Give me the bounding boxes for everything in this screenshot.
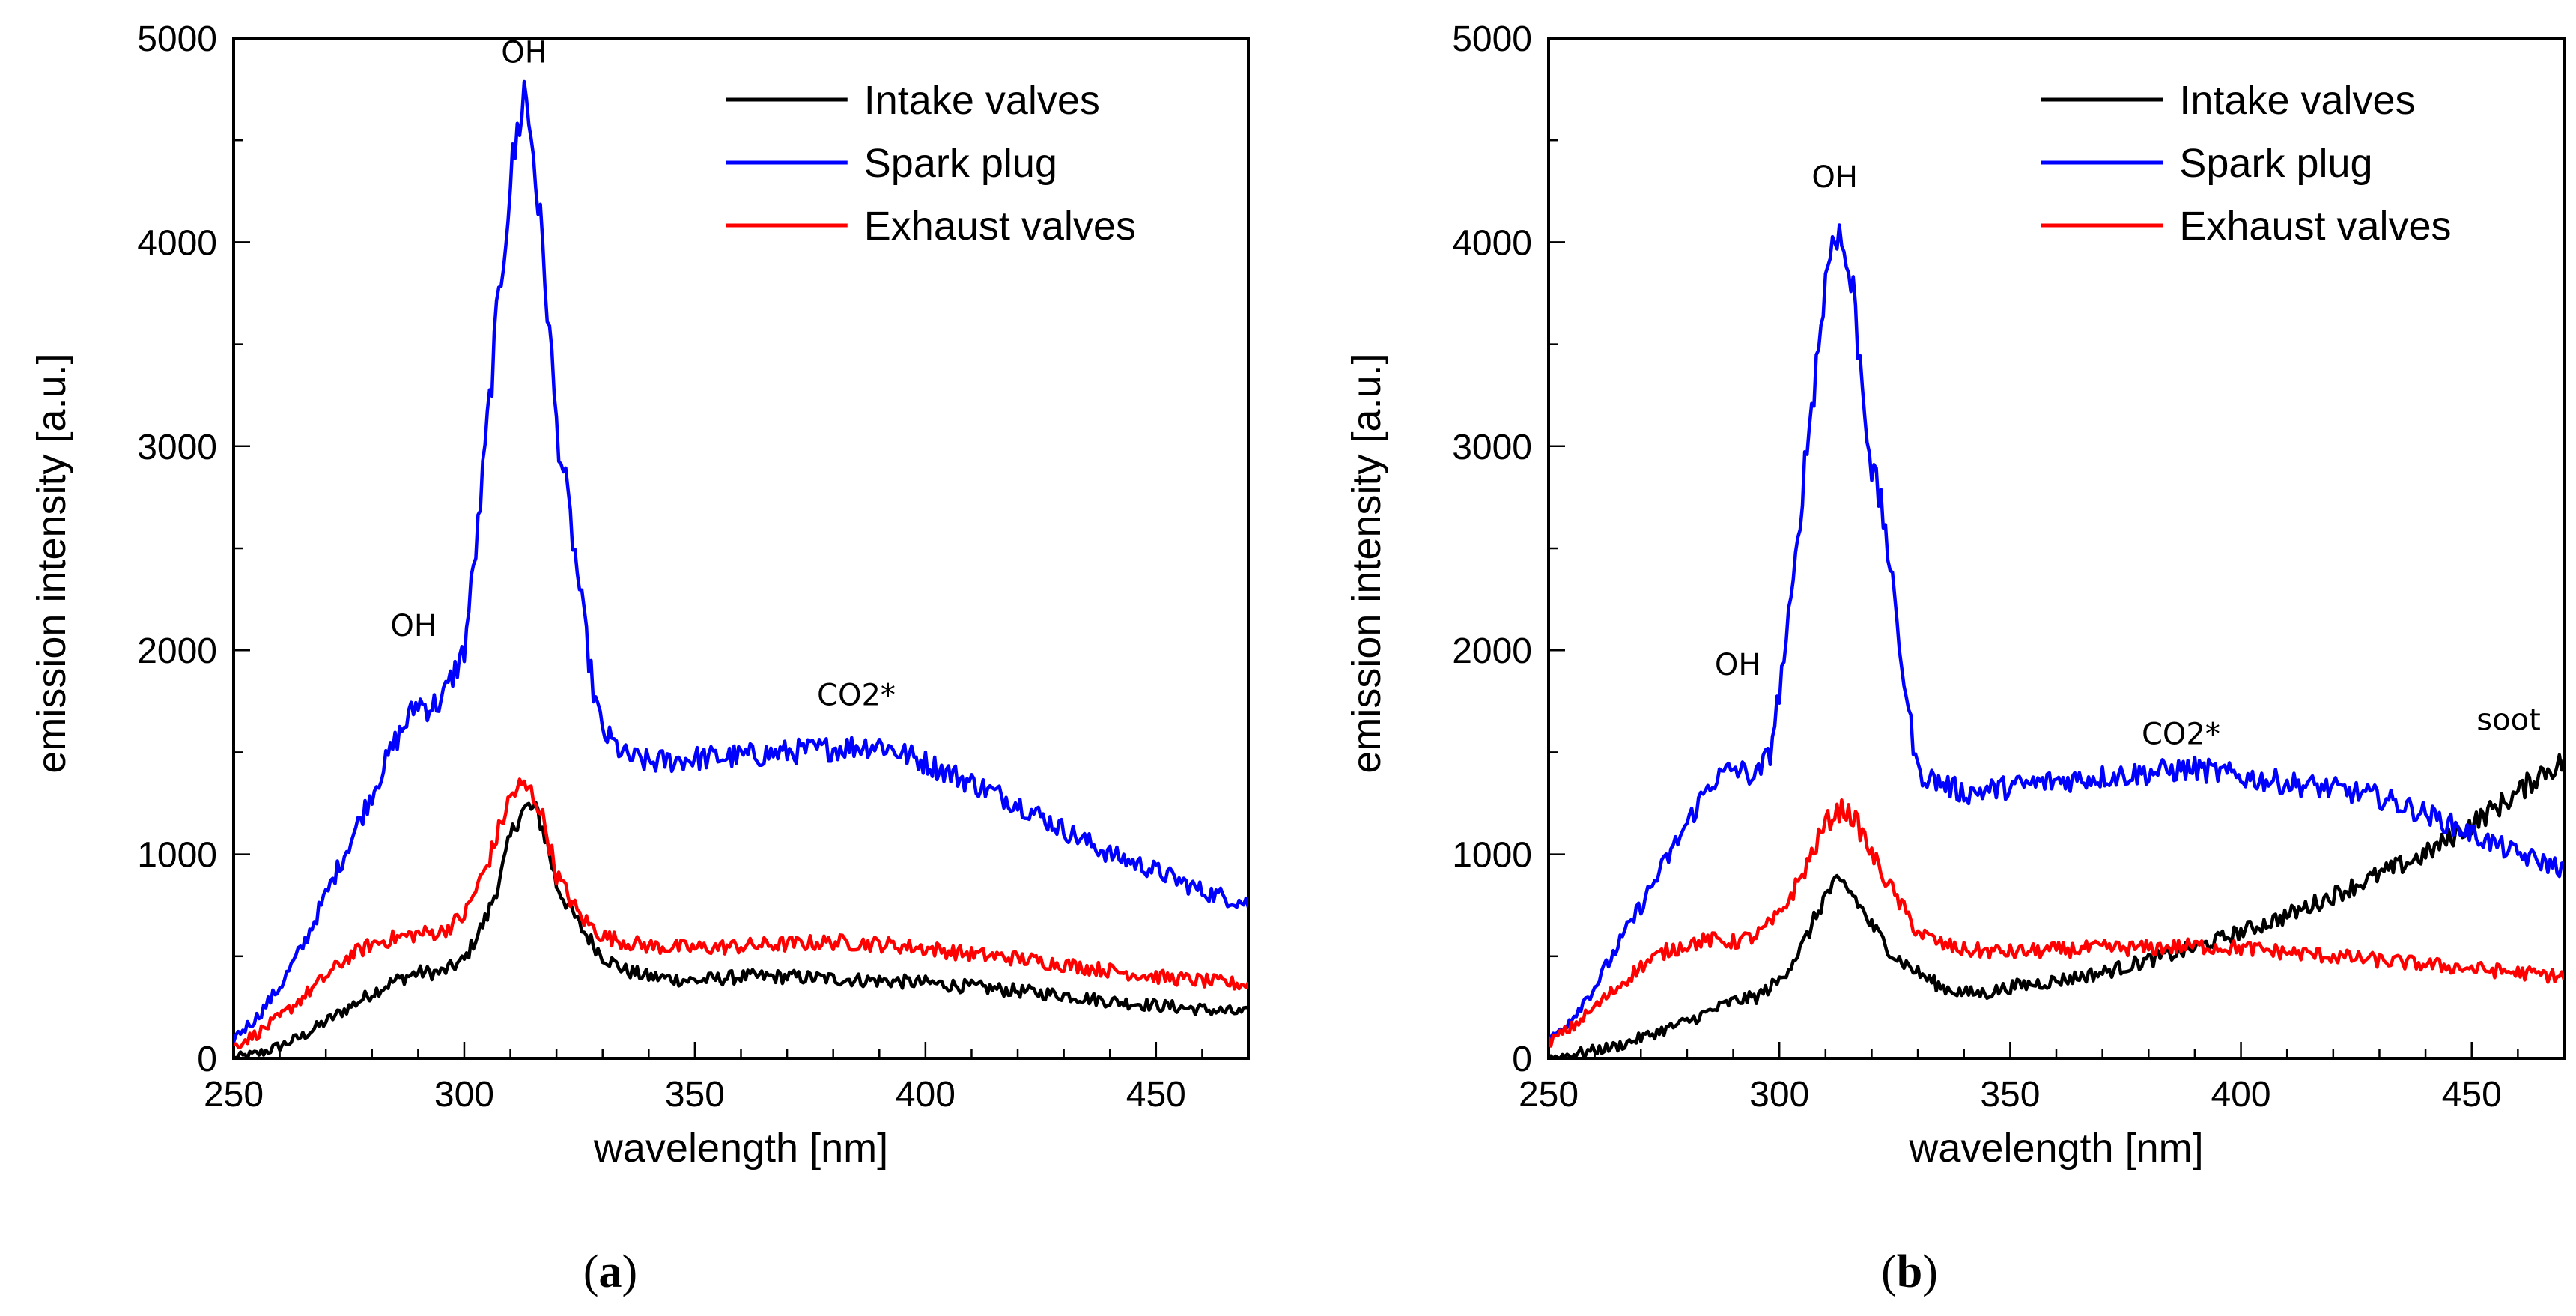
y-axis-title: emission intensity [a.u.] (1344, 353, 1389, 773)
series-line-spark-plug (1549, 223, 2564, 1046)
y-tick-label: 4000 (1452, 223, 1532, 263)
series-line-exhaust-valves (1549, 798, 2564, 1048)
legend-label: Spark plug (2179, 141, 2372, 186)
chart-panel-a: 250 300 350 400 450 0 1000 2000 3000 4000 5000 wave… (29, 19, 1250, 1297)
x-tick-label: 350 (1980, 1075, 2040, 1115)
annotation-label: OH (1811, 160, 1858, 195)
y-tick-label: 4000 (137, 223, 217, 263)
panel-label: (b) (1881, 1246, 1938, 1297)
series-line-spark-plug (234, 79, 1248, 1043)
annotation-label: OH (390, 609, 437, 643)
y-tick-label: 1000 (137, 836, 217, 876)
x-tick-label: 450 (1126, 1075, 1186, 1115)
x-axis-title: wavelength [nm] (593, 1126, 888, 1171)
y-tick-label: 3000 (137, 428, 217, 467)
plot-frame (1547, 37, 2566, 1060)
annotation-label: OH (1715, 648, 1761, 682)
series-group (234, 79, 1248, 1058)
series-line-exhaust-valves (234, 777, 1248, 1049)
x-tick-label: 300 (1749, 1075, 1809, 1115)
y-tick-label: 0 (197, 1040, 217, 1079)
plot-frame (232, 37, 1250, 1060)
annotation-label: CO2* (817, 679, 896, 713)
y-axis-title: emission intensity [a.u.] (29, 353, 74, 773)
x-tick-label: 350 (665, 1075, 725, 1115)
y-tick-label: 2000 (137, 631, 217, 671)
y-tick-label: 5000 (137, 19, 217, 59)
legend-label: Exhaust valves (2179, 204, 2451, 249)
legend-label: Intake valves (2179, 78, 2415, 123)
y-tick-label: 0 (1512, 1040, 1532, 1079)
panel-label: (a) (583, 1246, 637, 1297)
annotation-label: OH (501, 36, 547, 70)
x-tick-label: 250 (204, 1075, 264, 1115)
y-tick-label: 1000 (1452, 836, 1532, 876)
annotation-label: CO2* (2142, 718, 2220, 752)
annotation-label: soot (2476, 703, 2540, 737)
legend-label: Spark plug (864, 141, 1057, 186)
x-tick-label: 400 (896, 1075, 956, 1115)
y-tick-label: 5000 (1452, 19, 1532, 59)
x-tick-label: 250 (1519, 1075, 1579, 1115)
y-tick-label: 3000 (1452, 428, 1532, 467)
chart-panel-b: 250 300 350 400 450 0 1000 2000 3000 4000 5000 wave… (1344, 19, 2566, 1297)
series-group (1549, 223, 2564, 1058)
x-tick-label: 400 (2211, 1075, 2270, 1115)
x-tick-label: 450 (2442, 1075, 2502, 1115)
y-tick-label: 2000 (1452, 631, 1532, 671)
x-tick-label: 300 (434, 1075, 494, 1115)
legend-label: Intake valves (864, 78, 1100, 123)
x-axis-title: wavelength [nm] (1908, 1126, 2203, 1171)
legend-label: Exhaust valves (864, 204, 1136, 249)
series-line-intake-valves (1549, 753, 2564, 1058)
series-line-intake-valves (234, 801, 1248, 1058)
